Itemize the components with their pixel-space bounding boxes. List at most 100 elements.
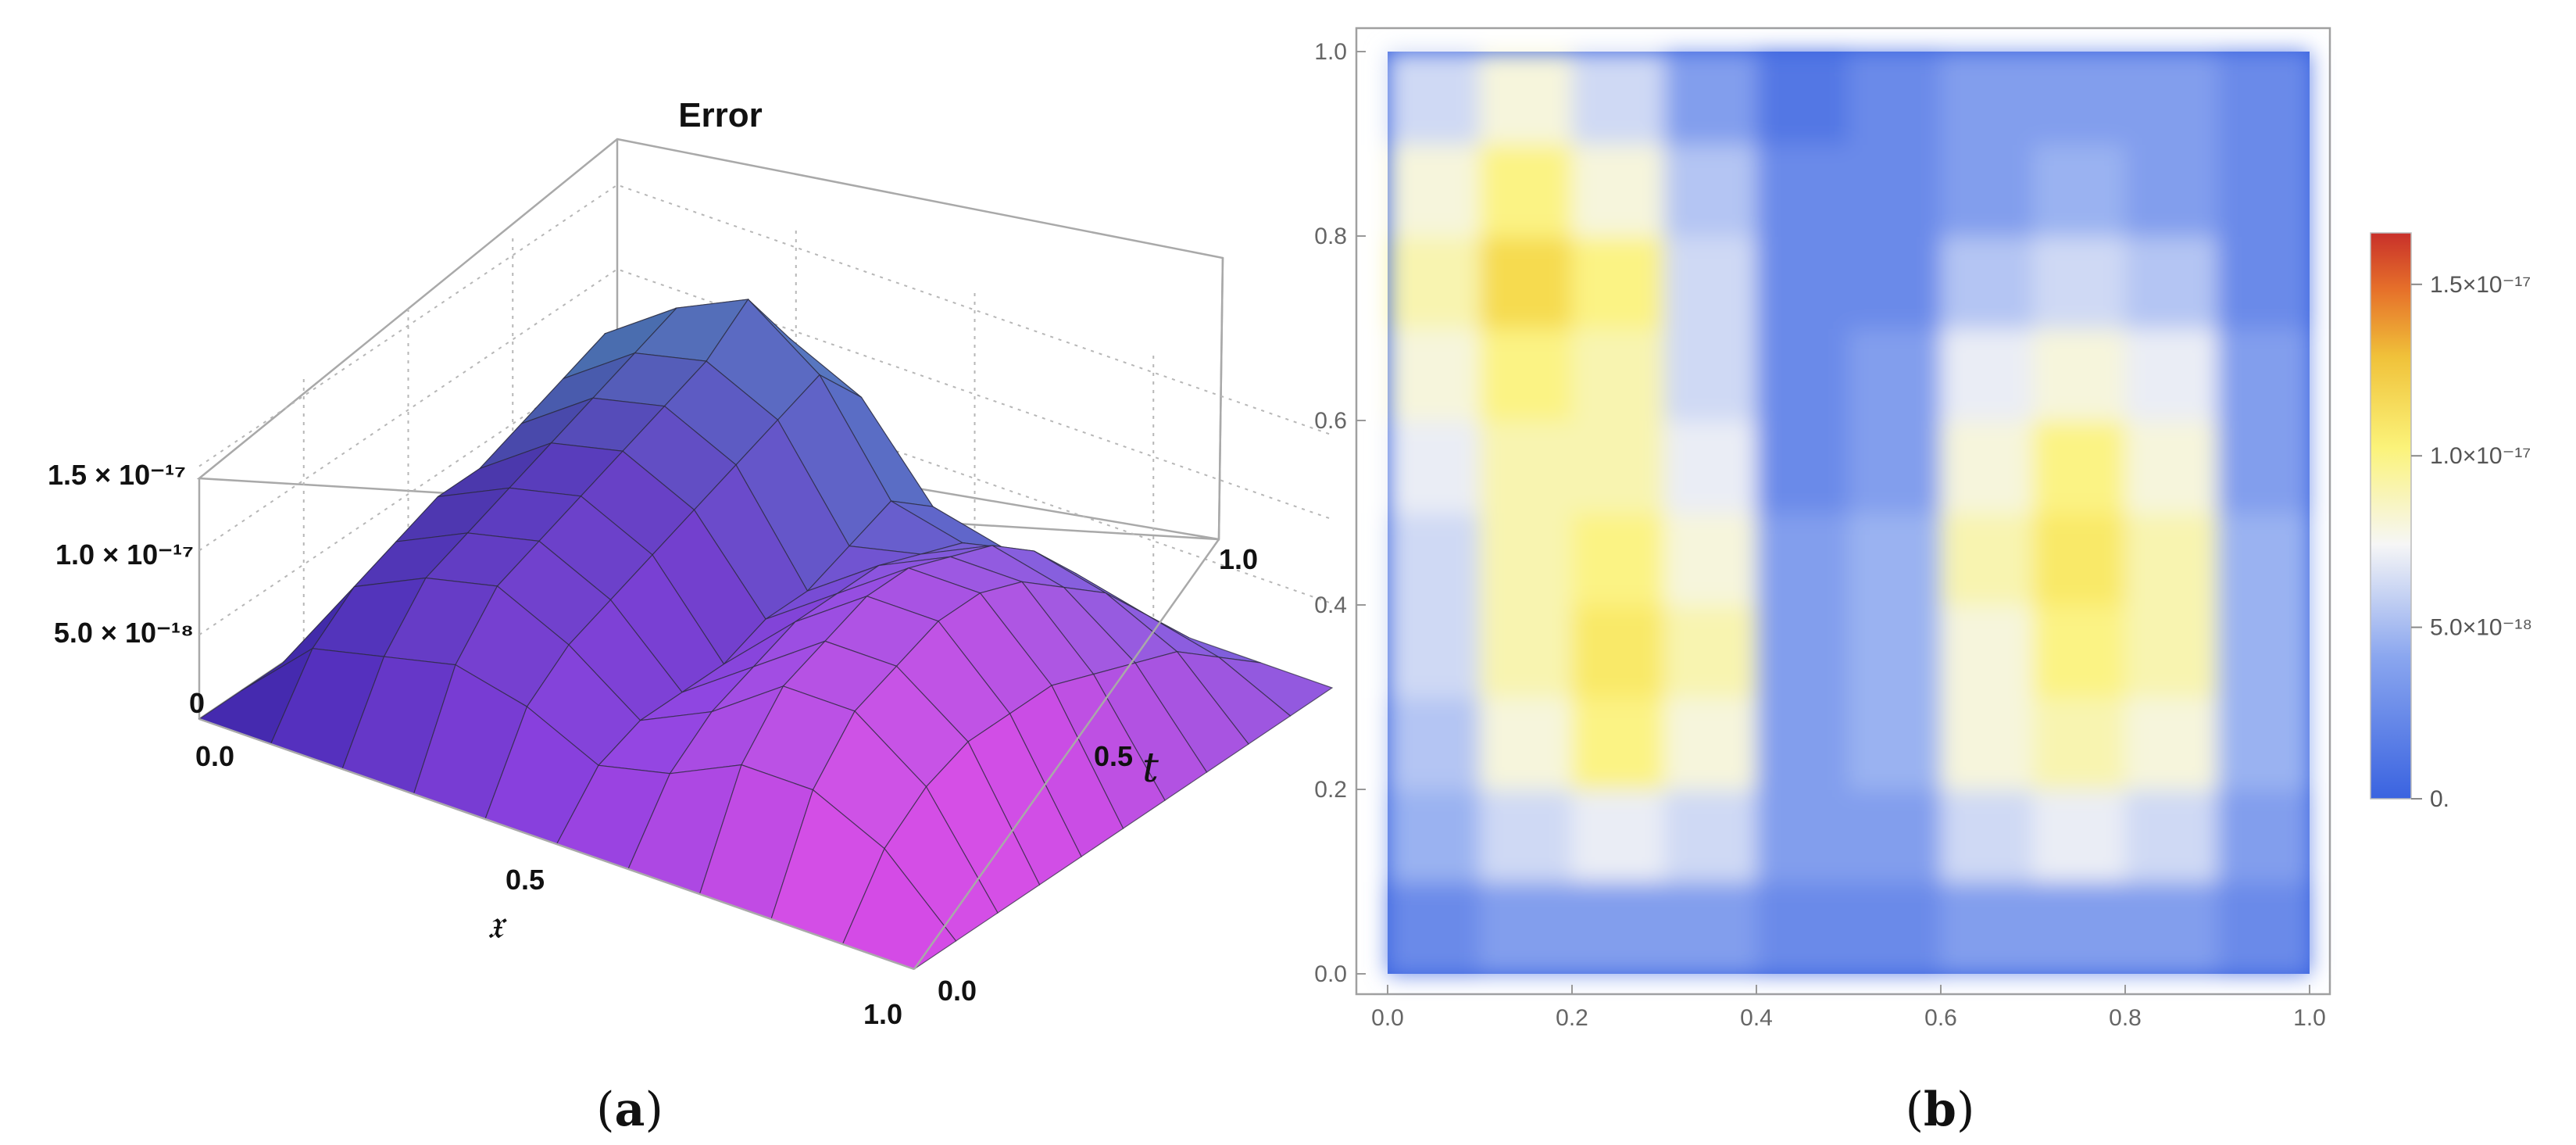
heatmap-cell — [1664, 789, 1757, 882]
heatmap-cell — [1572, 420, 1665, 513]
y-tick-label: 0.0 — [1314, 961, 1347, 987]
heatmap-cell — [1388, 144, 1481, 237]
heatmap-cell — [1572, 513, 1665, 606]
heatmap-cell — [2125, 789, 2218, 882]
heatmap-cell — [2033, 420, 2126, 513]
heatmap-cell — [1849, 420, 1942, 513]
heatmap-cell — [2217, 697, 2310, 790]
heatmap-cell — [1480, 513, 1573, 606]
heatmap-cell — [1664, 605, 1757, 698]
heatmap-plot: 0.0 0.2 0.4 0.6 0.8 1.0 0.0 0.2 0.4 0.6 0.8 1.0 0. 5… — [1314, 27, 2532, 1137]
x-axis-label: 𝔵 — [487, 901, 507, 948]
heatmap-cell — [1849, 697, 1942, 790]
heatmap-cell — [1849, 52, 1942, 145]
colorbar-tick-label: 1.5×10⁻¹⁷ — [2430, 272, 2531, 298]
z-tick-1: 5.0 × 10⁻¹⁸ — [54, 617, 194, 649]
heatmap-cell — [1941, 144, 2034, 237]
heatmap-cell — [2125, 236, 2218, 329]
heatmap-cell — [1849, 605, 1942, 698]
heatmap-cell — [1941, 789, 2034, 882]
heatmap-cell — [1756, 789, 1849, 882]
heatmap-cell — [1388, 328, 1481, 421]
heatmap-cell — [1480, 420, 1573, 513]
t-tick-0: 0.0 — [938, 975, 977, 1007]
heatmap-cell — [2033, 605, 2126, 698]
heatmap-cell — [1941, 328, 2034, 421]
heatmap-cell — [1480, 697, 1573, 790]
heatmap-cell — [1849, 789, 1942, 882]
surface-title: Error — [678, 96, 763, 134]
heatmap-cell — [2217, 882, 2310, 975]
surface-plot: Error 0 5.0 × 10⁻¹⁸ 1.0 × 10⁻¹⁷ 1.5 × 10… — [48, 96, 1334, 1137]
heatmap-cell — [2217, 236, 2310, 329]
heatmap-ticks: 0.0 0.2 0.4 0.6 0.8 1.0 0.0 0.2 0.4 0.6 0.8 1.0 — [1314, 39, 2326, 1031]
heatmap-cell — [1756, 882, 1849, 975]
heatmap-cell — [1480, 328, 1573, 421]
x-tick-2: 1.0 — [863, 998, 902, 1030]
heatmap-cell — [1941, 236, 2034, 329]
heatmap-cell — [2033, 52, 2126, 145]
heatmap-cell — [2217, 328, 2310, 421]
heatmap-cell — [1664, 420, 1757, 513]
heatmap-cell — [1849, 513, 1942, 606]
heatmap-cell — [1388, 789, 1481, 882]
heatmap-cell — [2033, 697, 2126, 790]
t-tick-2: 1.0 — [1219, 543, 1258, 575]
heatmap-cell — [1388, 605, 1481, 698]
heatmap-cell — [1756, 236, 1849, 329]
heatmap-cell — [1480, 789, 1573, 882]
heatmap-cell — [1664, 144, 1757, 237]
heatmap-cell — [2125, 144, 2218, 237]
heatmap-cell — [2217, 605, 2310, 698]
heatmap-cell — [2217, 420, 2310, 513]
heatmap-cell — [1572, 52, 1665, 145]
x-tick-1: 0.5 — [506, 864, 545, 896]
x-tick-label: 0.2 — [1556, 1005, 1588, 1031]
heatmap-cell — [1664, 513, 1757, 606]
heatmap-cell — [1388, 513, 1481, 606]
heatmap-cell — [2125, 605, 2218, 698]
heatmap-cell — [2217, 789, 2310, 882]
t-tick-1: 0.5 — [1094, 740, 1133, 772]
heatmap-cell — [1572, 882, 1665, 975]
t-axis-label: t — [1142, 745, 1159, 792]
colorbar-tick-label: 0. — [2430, 786, 2449, 812]
error-surface — [198, 299, 1334, 970]
z-tick-0: 0 — [189, 687, 205, 719]
surface-front-edges — [198, 539, 1220, 971]
heatmap-cell — [1756, 513, 1849, 606]
heatmap-cell — [2125, 328, 2218, 421]
heatmap-cell — [1388, 882, 1481, 975]
heatmap-cell — [2033, 513, 2126, 606]
heatmap-cell — [2125, 882, 2218, 975]
heatmap-cell — [1664, 328, 1757, 421]
heatmap-cell — [1572, 144, 1665, 237]
z-tick-2: 1.0 × 10⁻¹⁷ — [55, 539, 194, 571]
heatmap-cell — [1941, 420, 2034, 513]
y-tick-label: 0.6 — [1314, 408, 1347, 434]
heatmap-cell — [1572, 697, 1665, 790]
x-tick-label: 0.8 — [2109, 1005, 2142, 1031]
colorbar-ticks: 0. 5.0×10⁻¹⁸ 1.0×10⁻¹⁷ 1.5×10⁻¹⁷ — [2411, 272, 2532, 812]
heatmap-field — [1388, 52, 2310, 975]
heatmap-cell — [1664, 697, 1757, 790]
panel-label-b: (b) — [1906, 1082, 1975, 1137]
heatmap-cell — [2033, 789, 2126, 882]
heatmap-cell — [1756, 144, 1849, 237]
heatmap-cell — [2217, 513, 2310, 606]
heatmap-cell — [1849, 144, 1942, 237]
heatmap-cell — [1480, 605, 1573, 698]
heatmap-cell — [1941, 513, 2034, 606]
heatmap-cell — [1849, 882, 1942, 975]
heatmap-cell — [1941, 52, 2034, 145]
heatmap-cell — [1849, 236, 1942, 329]
heatmap-cell — [1572, 789, 1665, 882]
colorbar-gradient — [2370, 232, 2412, 800]
panel-label-a: (a) — [596, 1082, 663, 1137]
heatmap-cell — [1756, 697, 1849, 790]
heatmap-cell — [1480, 882, 1573, 975]
heatmap-cell — [2125, 513, 2218, 606]
heatmap-cell — [2217, 144, 2310, 237]
heatmap-cell — [2033, 236, 2126, 329]
